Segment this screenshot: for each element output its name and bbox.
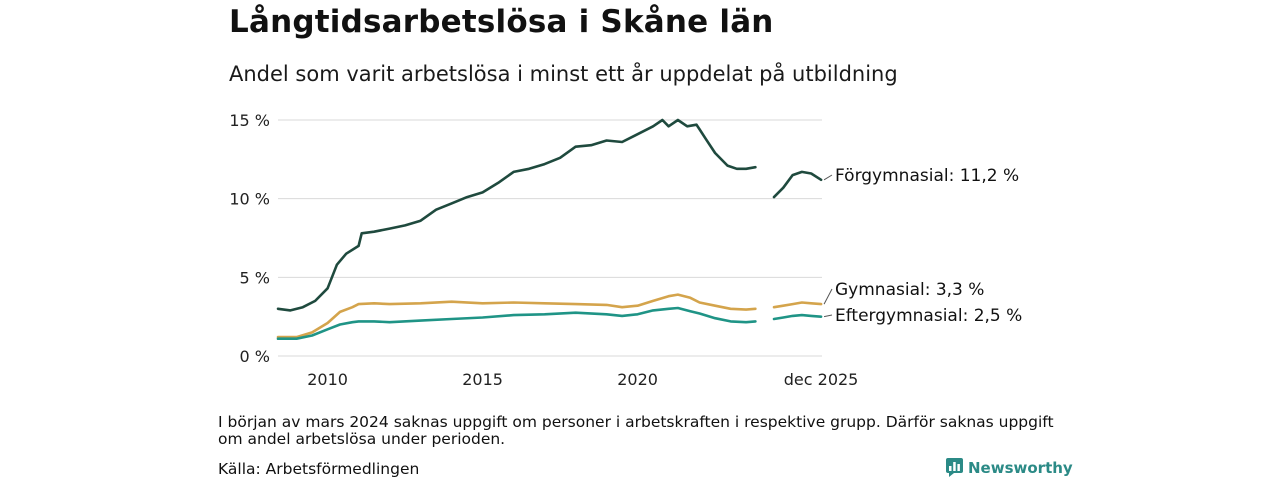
label-connector bbox=[823, 288, 833, 305]
x-tick-label: 2020 bbox=[617, 370, 658, 389]
series-end-label: Eftergymnasial: 2,5 % bbox=[835, 306, 1022, 326]
x-tick-label: 2015 bbox=[462, 370, 503, 389]
x-tick-label: 2010 bbox=[307, 370, 348, 389]
series-end-label: Förgymnasial: 11,2 % bbox=[835, 166, 1019, 186]
series-end-label: Gymnasial: 3,3 % bbox=[835, 280, 984, 300]
brand[interactable]: Newsworthy bbox=[946, 458, 1073, 477]
label-connector bbox=[823, 314, 833, 318]
chart-subtitle: Andel som varit arbetslösa i minst ett å… bbox=[229, 62, 898, 86]
label-connector bbox=[823, 174, 833, 181]
chart-title: Långtidsarbetslösa i Skåne län bbox=[229, 4, 774, 40]
gridlines bbox=[278, 119, 822, 357]
brand-name: Newsworthy bbox=[968, 458, 1073, 477]
series-line-eftergymnasial bbox=[276, 306, 823, 340]
source-text: Källa: Arbetsförmedlingen bbox=[218, 460, 420, 478]
series-line-förgymnasial bbox=[276, 118, 823, 312]
y-tick-label: 15 % bbox=[229, 111, 270, 130]
newsworthy-logo-icon bbox=[946, 458, 963, 477]
line-chart: 0 % 5 % 10 % 15 % 2010 2015 2020 dec 2025 Förg… bbox=[229, 111, 1022, 389]
x-axis: 2010 2015 2020 dec 2025 bbox=[307, 370, 858, 389]
series-end-labels: Förgymnasial: 11,2 % Gymnasial: 3,3 % Efte… bbox=[823, 166, 1022, 326]
y-axis: 0 % 5 % 10 % 15 % bbox=[229, 111, 270, 366]
series-lines bbox=[276, 118, 823, 340]
x-tick-label: dec 2025 bbox=[784, 370, 859, 389]
y-tick-label: 10 % bbox=[229, 190, 270, 209]
series-line-gymnasial bbox=[276, 293, 823, 339]
y-tick-label: 0 % bbox=[240, 347, 270, 366]
footnote: I början av mars 2024 saknas uppgift om … bbox=[218, 413, 1054, 448]
y-tick-label: 5 % bbox=[240, 268, 270, 287]
